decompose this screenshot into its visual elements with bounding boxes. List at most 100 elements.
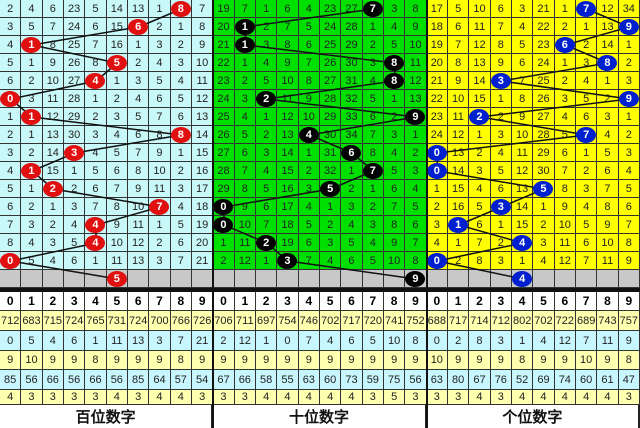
hit-ball: 4 bbox=[85, 234, 106, 251]
grid-cell: 29 bbox=[533, 144, 555, 162]
hit-ball: 0 bbox=[426, 162, 447, 179]
stat-cell: 3 bbox=[447, 390, 470, 405]
grid-cell: 10 bbox=[298, 108, 320, 126]
gray-cell bbox=[447, 270, 470, 288]
grid-cell: 13 bbox=[469, 54, 491, 72]
grid-cell: 19 bbox=[192, 216, 214, 234]
grid-cell: 1 bbox=[255, 108, 278, 126]
grid-cell: 1 bbox=[255, 0, 278, 18]
grid-cell: 10 bbox=[128, 198, 150, 216]
grid-cell: 15 bbox=[106, 18, 128, 36]
grid-cell: 6 bbox=[0, 72, 22, 90]
grid-cell: 3 bbox=[362, 216, 384, 234]
stat-cell: 9 bbox=[192, 351, 214, 370]
grid-cell: 7 bbox=[575, 252, 598, 270]
grid-cell: 17 bbox=[192, 180, 214, 198]
grid-cell: 3 bbox=[170, 54, 192, 72]
grid-cell: 5 bbox=[362, 90, 384, 108]
grid-cell: 9 bbox=[490, 54, 512, 72]
digit-header: 6 bbox=[554, 292, 576, 311]
grid-cell: 1 bbox=[213, 234, 235, 252]
grid-cell: 3 bbox=[575, 180, 598, 198]
digit-header: 5 bbox=[533, 292, 555, 311]
grid-cell: 9 bbox=[618, 252, 640, 270]
stat-cell: 4 bbox=[341, 390, 363, 405]
digit-header: 6 bbox=[341, 292, 363, 311]
grid-cell: 11 bbox=[42, 90, 64, 108]
grid-cell: 29 bbox=[341, 36, 363, 54]
divider-band bbox=[0, 288, 640, 292]
grid-cell: 5 bbox=[85, 162, 107, 180]
hit-cell: 7 bbox=[362, 162, 384, 180]
grid-cell: 7 bbox=[277, 18, 299, 36]
grid-cell: 7 bbox=[597, 180, 619, 198]
stat-cell: 64 bbox=[149, 370, 171, 390]
hit-ball: 0 bbox=[213, 216, 234, 233]
digit-header: 8 bbox=[383, 292, 406, 311]
digit-header: 1 bbox=[447, 292, 470, 311]
grid-cell: 2 bbox=[170, 162, 192, 180]
stat-cell: 724 bbox=[128, 311, 150, 331]
gray-cell bbox=[298, 270, 320, 288]
stat-cell: 13 bbox=[128, 331, 150, 351]
grid-cell: 14 bbox=[106, 0, 128, 18]
grid-cell: 11 bbox=[447, 108, 470, 126]
grid-cell: 7 bbox=[511, 72, 534, 90]
grid-cell: 3 bbox=[149, 36, 171, 54]
grid-cell: 3 bbox=[469, 162, 491, 180]
stat-cell: 3 bbox=[42, 390, 64, 405]
grid-cell: 9 bbox=[149, 144, 171, 162]
grid-cell: 1 bbox=[426, 180, 448, 198]
grid-cell: 11 bbox=[554, 234, 576, 252]
stat-cell: 2 bbox=[447, 331, 470, 351]
stat-cell: 67 bbox=[213, 370, 235, 390]
stat-cell: 0 bbox=[277, 331, 299, 351]
grid-cell: 7 bbox=[42, 18, 64, 36]
stat-cell: 9 bbox=[469, 351, 491, 370]
hit-ball: 2 bbox=[256, 234, 277, 251]
hit-cell: 8 bbox=[170, 126, 192, 144]
hit-ball: 4 bbox=[512, 270, 533, 287]
grid-cell: 1 bbox=[405, 126, 427, 144]
hit-ball: 0 bbox=[426, 144, 447, 161]
grid-cell: 26 bbox=[213, 126, 235, 144]
grid-cell: 9 bbox=[405, 18, 427, 36]
panel-separator bbox=[212, 0, 215, 428]
grid-cell: 3 bbox=[490, 126, 512, 144]
grid-cell: 30 bbox=[64, 126, 86, 144]
stat-cell: 3 bbox=[192, 390, 214, 405]
grid-cell: 12 bbox=[192, 90, 214, 108]
stat-cell: 66 bbox=[234, 370, 256, 390]
hit-cell: 9 bbox=[618, 90, 640, 108]
stat-cell: 724 bbox=[64, 311, 86, 331]
grid-cell: 15 bbox=[511, 216, 534, 234]
grid-cell: 11 bbox=[192, 72, 214, 90]
grid-cell: 13 bbox=[277, 126, 299, 144]
grid-cell: 7 bbox=[128, 144, 150, 162]
stat-cell: 9 bbox=[490, 351, 512, 370]
stat-cell: 4 bbox=[575, 390, 598, 405]
grid-cell: 3 bbox=[533, 234, 555, 252]
digit-header: 2 bbox=[42, 292, 64, 311]
grid-cell: 7 bbox=[554, 162, 576, 180]
grid-cell: 3 bbox=[319, 234, 342, 252]
stat-cell: 712 bbox=[490, 311, 512, 331]
stat-cell: 722 bbox=[554, 311, 576, 331]
grid-cell: 29 bbox=[213, 180, 235, 198]
hit-cell: 8 bbox=[170, 0, 192, 18]
grid-cell: 10 bbox=[469, 0, 491, 18]
grid-cell: 8 bbox=[298, 72, 320, 90]
stat-cell: 717 bbox=[447, 311, 470, 331]
grid-cell: 2 bbox=[21, 72, 43, 90]
grid-cell: 1 bbox=[511, 252, 534, 270]
gray-cell bbox=[341, 270, 363, 288]
grid-cell: 3 bbox=[426, 216, 448, 234]
grid-cell: 8 bbox=[383, 216, 406, 234]
grid-cell: 3 bbox=[597, 108, 619, 126]
stat-cell: 67 bbox=[469, 370, 491, 390]
grid-cell: 4 bbox=[341, 216, 363, 234]
grid-cell: 19 bbox=[277, 234, 299, 252]
grid-cell: 6 bbox=[234, 144, 256, 162]
grid-cell: 9 bbox=[383, 234, 406, 252]
stat-cell: 746 bbox=[298, 311, 320, 331]
